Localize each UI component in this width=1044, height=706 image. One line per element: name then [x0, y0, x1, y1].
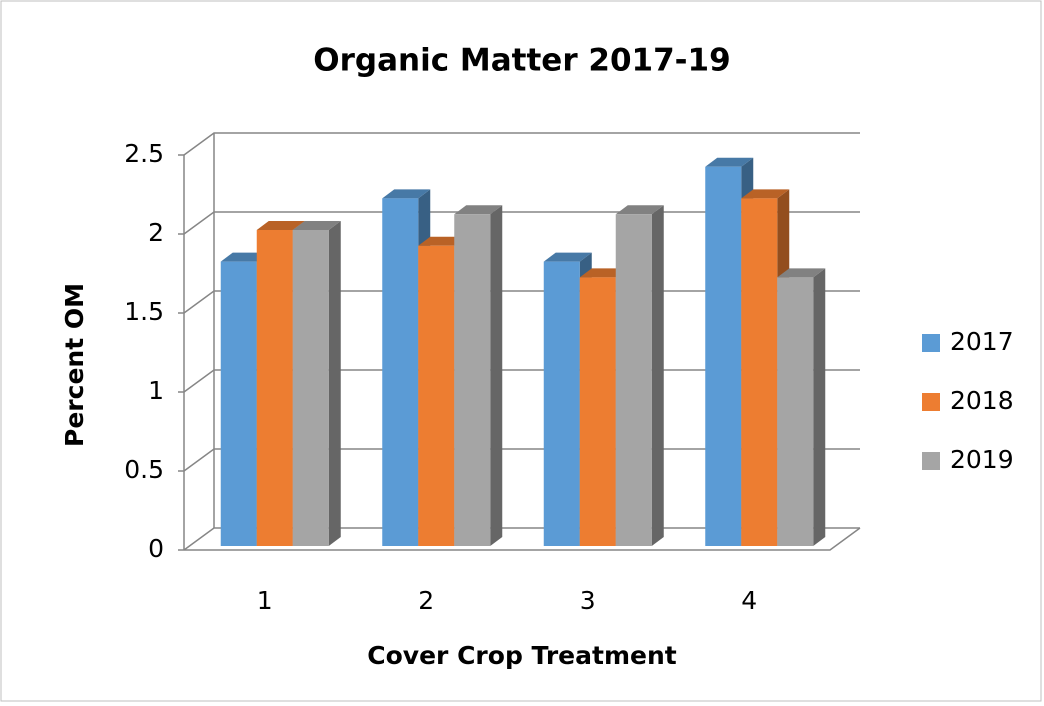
bar-side — [328, 221, 341, 546]
y-tick-label: 0 — [148, 534, 164, 563]
bar-side — [813, 268, 826, 546]
bar — [615, 205, 664, 546]
bar-top — [256, 221, 305, 230]
bar-front — [220, 261, 257, 546]
y-tick-label: 2 — [148, 218, 164, 247]
bar-front — [454, 214, 491, 546]
x-tick-label: 4 — [741, 586, 757, 615]
legend-label: 2017 — [950, 327, 1014, 356]
bar-front — [615, 214, 652, 546]
bar — [777, 268, 826, 546]
bar-front — [382, 198, 419, 546]
bar-side — [651, 205, 664, 546]
x-tick-label: 3 — [580, 586, 596, 615]
bar-front — [579, 277, 616, 546]
bar-front — [256, 230, 293, 546]
bar-top — [454, 205, 503, 215]
legend-label: 2018 — [950, 386, 1014, 415]
legend-swatch — [922, 393, 940, 411]
legend-label: 2019 — [950, 445, 1014, 474]
bar-front — [705, 166, 742, 547]
floor-edge — [184, 527, 861, 551]
legend-swatch — [922, 452, 940, 470]
bar-top — [615, 205, 664, 215]
bar-front — [741, 198, 778, 546]
bar-top — [777, 268, 826, 278]
legend-swatch — [922, 334, 940, 352]
bar-top — [382, 189, 431, 199]
bar-front — [418, 245, 455, 547]
bar — [454, 205, 503, 546]
x-tick-label: 1 — [257, 586, 273, 615]
y-tick-label: 2.5 — [124, 139, 164, 168]
x-axis-title: Cover Crop Treatment — [367, 641, 676, 670]
bar-top — [292, 221, 341, 230]
grid-line — [183, 132, 860, 156]
y-axis-title: Percent OM — [60, 283, 89, 447]
bar-top — [741, 189, 790, 199]
bar-top — [705, 157, 754, 167]
bar-front — [292, 230, 329, 546]
y-tick-label: 1 — [148, 376, 164, 405]
y-tick-label: 1.5 — [124, 297, 164, 326]
bar-top — [543, 252, 592, 262]
bar-front — [543, 261, 580, 546]
bar — [292, 221, 341, 546]
bar-front — [777, 277, 814, 546]
bar-side — [490, 205, 503, 546]
x-tick-label: 2 — [418, 586, 434, 615]
chart-title: Organic Matter 2017-19 — [313, 43, 730, 79]
y-tick-label: 0.5 — [124, 455, 164, 484]
